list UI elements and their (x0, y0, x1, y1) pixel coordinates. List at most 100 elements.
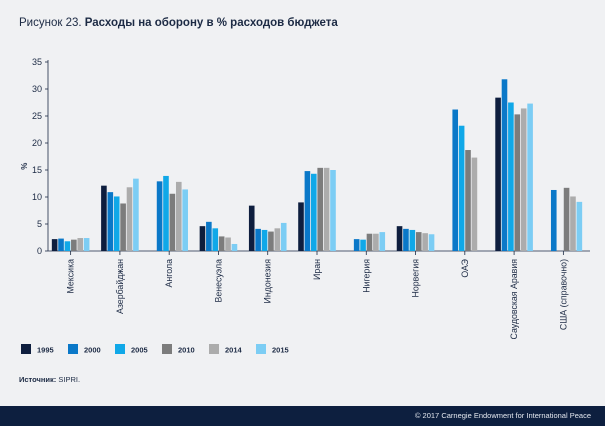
bar-2000 (550, 189, 557, 251)
bar-2000 (107, 192, 114, 251)
legend-swatch-2015 (256, 344, 266, 354)
bar-2010 (169, 193, 176, 251)
bar-2015 (182, 189, 188, 251)
y-tick-label: 20 (32, 138, 42, 148)
bar-2015 (428, 234, 435, 251)
legend-label: 2005 (131, 346, 148, 355)
bar-2010 (366, 233, 373, 251)
category-label: Иран (312, 259, 322, 280)
bar-2000 (304, 171, 311, 251)
bar-2005 (360, 239, 366, 251)
bar-2014 (520, 108, 527, 251)
bar-2000 (156, 181, 163, 251)
bar-2010 (71, 239, 77, 251)
bar-2005 (261, 229, 268, 251)
bar-2000 (58, 238, 64, 251)
legend-swatch-2005 (115, 344, 125, 354)
legend-label: 2014 (225, 346, 243, 355)
bar-2005 (212, 228, 219, 251)
bar-2010 (563, 187, 570, 251)
y-tick-label: 10 (32, 192, 42, 202)
bar-1995 (495, 97, 501, 251)
y-tick-label: 30 (32, 84, 42, 94)
bar-2010 (465, 150, 471, 251)
legend-label: 2015 (272, 346, 289, 355)
bar-2005 (64, 241, 71, 251)
bar-chart: 0 5 10 15 20 25 30 35% Мексика Азербайджан Ангола В… (20, 57, 590, 355)
bar-2015 (379, 232, 386, 251)
y-tick-label: 5 (37, 219, 42, 229)
legend-swatch-1995 (21, 344, 31, 354)
bar-2014 (274, 228, 281, 251)
bar-2015 (231, 243, 238, 251)
bar-2014 (77, 238, 84, 251)
bar-1995 (248, 205, 255, 251)
bar-2005 (113, 196, 120, 251)
bar-1995 (396, 226, 403, 251)
bar-2005 (311, 173, 317, 251)
bar-2014 (323, 167, 330, 251)
bar-2015 (83, 238, 90, 251)
bar-2010 (514, 114, 521, 251)
bar-2014 (373, 233, 379, 251)
source-label: Источник: (19, 375, 57, 384)
category-label: Ангола (164, 259, 174, 288)
bar-2000 (452, 109, 459, 252)
category-label: Венесуэла (213, 259, 223, 303)
bar-2015 (576, 201, 583, 251)
bar-2014 (422, 233, 428, 251)
bar-2000 (353, 239, 360, 251)
bar-2000 (501, 79, 508, 251)
source-note: Источник: SIPRI. (19, 375, 80, 384)
footer-bar: © 2017 Carnegie Endowment for Internatio… (0, 406, 605, 426)
figure-title: Рисунок 23. Расходы на оборону в % расхо… (19, 17, 338, 29)
legend-label: 2010 (178, 346, 195, 355)
category-label: Индонезия (263, 259, 273, 304)
y-tick-label: 25 (32, 111, 42, 121)
bar-2014 (471, 157, 478, 251)
category-label: Мексика (66, 259, 76, 294)
y-tick-label: 0 (37, 246, 42, 256)
bar-1995 (51, 239, 58, 251)
category-label: Нигерия (361, 259, 371, 293)
legend-swatch-2000 (68, 344, 78, 354)
bar-2014 (225, 237, 231, 251)
y-tick-label: 15 (32, 165, 42, 175)
bar-2015 (133, 178, 139, 251)
figure-label: Рисунок 23. (19, 17, 82, 29)
bar-2005 (508, 102, 514, 251)
bar-2000 (206, 221, 212, 251)
bar-2010 (415, 232, 422, 251)
copyright-text: © 2017 Carnegie Endowment for Internatio… (414, 411, 591, 420)
y-axis-label: % (20, 163, 29, 170)
bar-2005 (163, 175, 169, 251)
legend-swatch-2010 (162, 344, 172, 354)
bar-2010 (218, 236, 225, 251)
bar-1995 (199, 226, 206, 251)
bar-1995 (101, 185, 107, 251)
legend-label: 1995 (37, 346, 54, 355)
category-label: Азербайджан (115, 259, 125, 314)
bar-2014 (175, 181, 182, 251)
bar-2005 (409, 229, 416, 251)
bar-2000 (255, 228, 261, 251)
legend-label: 2000 (84, 346, 101, 355)
category-label: Саудовская Аравия (509, 259, 519, 340)
bar-2010 (268, 231, 274, 251)
category-label: ОАЭ (460, 258, 470, 277)
bar-1995 (298, 202, 304, 251)
bar-2014 (570, 196, 576, 251)
y-tick-label: 35 (32, 57, 42, 67)
bar-2014 (126, 187, 133, 251)
bar-2015 (330, 170, 336, 251)
chart-title: Расходы на оборону в % расходов бюджета (84, 17, 338, 29)
category-label: США (справочно) (558, 259, 568, 330)
bar-2010 (120, 203, 126, 251)
bar-2015 (280, 222, 287, 251)
bar-2015 (527, 103, 533, 251)
bar-2010 (317, 167, 323, 251)
bar-2000 (403, 228, 409, 251)
bar-2005 (458, 125, 465, 251)
source-text: SIPRI. (58, 375, 81, 384)
